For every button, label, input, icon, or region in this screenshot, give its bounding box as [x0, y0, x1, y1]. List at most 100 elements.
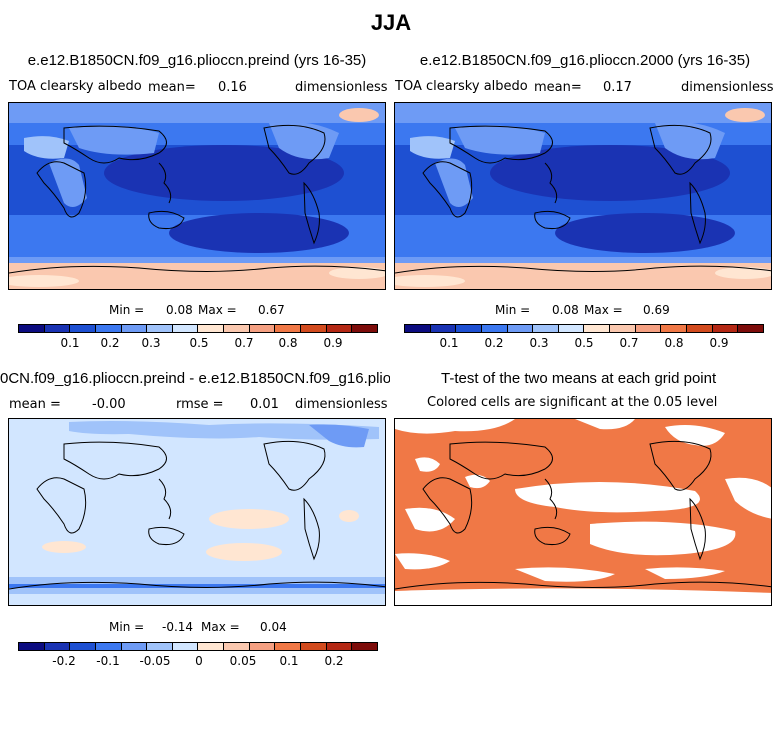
panel2-title: e.e12.B1850CN.f09_g16.plioccn.2000 (yrs …: [419, 52, 751, 69]
colorbar-swatch: [198, 325, 225, 332]
colorbar-swatch: [533, 325, 559, 332]
panel1-albedo-map: [8, 102, 386, 290]
panel1-tick: 0.5: [189, 336, 209, 350]
colorbar-swatch: [738, 325, 763, 332]
panel2-mean-value: 0.17: [603, 80, 632, 95]
panel1-mean-value: 0.16: [218, 80, 247, 95]
colorbar-swatch: [224, 325, 250, 332]
colorbar-swatch: [121, 643, 148, 650]
panel3-min-label: Min =: [109, 620, 145, 634]
panel3-min-value: -0.14: [162, 620, 194, 634]
panel2-min-label: Min =: [495, 303, 531, 317]
panel4-subtitle: Colored cells are significant at the 0.0…: [427, 395, 718, 410]
panel3-rmse-label: rmse =: [176, 397, 224, 412]
panel1-tick: 0.2: [100, 336, 120, 350]
colorbar-swatch: [635, 325, 662, 332]
panel2-tick: 0.8: [664, 336, 684, 350]
panel1-max-label: Max =: [198, 303, 237, 317]
colorbar-swatch: [275, 643, 302, 650]
panel2-min-value: 0.08: [552, 303, 579, 317]
colorbar-swatch: [147, 643, 173, 650]
colorbar-swatch: [70, 325, 96, 332]
panel1-tick: 0.7: [234, 336, 254, 350]
colorbar-swatch: [121, 325, 148, 332]
panel3-tick: -0.2: [52, 654, 76, 668]
colorbar-swatch: [687, 325, 713, 332]
colorbar-swatch: [224, 643, 250, 650]
colorbar-swatch: [44, 325, 71, 332]
panel2-variable: TOA clearsky albedo: [395, 79, 528, 94]
panel1-colorbar: [18, 324, 378, 333]
panel3-max-value: 0.04: [260, 620, 287, 634]
panel1-title: e.e12.B1850CN.f09_g16.plioccn.preind (yr…: [27, 52, 367, 69]
panel3-tick: 0.2: [324, 654, 344, 668]
colorbar-swatch: [249, 643, 276, 650]
panel1-units: dimensionless: [295, 80, 388, 95]
panel3-difference-map: [8, 418, 386, 606]
panel3-tick: 0.1: [279, 654, 299, 668]
panel3-units: dimensionless: [295, 397, 388, 412]
colorbar-swatch: [661, 325, 688, 332]
panel1-min-label: Min =: [109, 303, 145, 317]
panel2-tick: 0.5: [574, 336, 594, 350]
panel1-variable: TOA clearsky albedo: [9, 79, 142, 94]
colorbar-swatch: [326, 643, 353, 650]
panel3-rmse-value: 0.01: [250, 397, 279, 412]
colorbar-swatch: [352, 643, 377, 650]
colorbar-swatch: [430, 325, 457, 332]
panel1-tick: 0.8: [278, 336, 298, 350]
panel2-tick: 0.1: [439, 336, 459, 350]
panel2-colorbar: [404, 324, 764, 333]
panel2-tick: 0.9: [709, 336, 729, 350]
colorbar-swatch: [301, 643, 327, 650]
colorbar-swatch: [172, 643, 199, 650]
colorbar-swatch: [198, 643, 225, 650]
panel2-mean-label: mean=: [534, 80, 582, 95]
panel3-max-label: Max =: [201, 620, 240, 634]
panel2-max-label: Max =: [584, 303, 623, 317]
panel2-albedo-map: [394, 102, 772, 290]
panel4-title: T-test of the two means at each grid poi…: [441, 370, 717, 387]
panel1-tick: 0.1: [60, 336, 80, 350]
panel3-colorbar: [18, 642, 378, 651]
colorbar-swatch: [584, 325, 611, 332]
colorbar-swatch: [172, 325, 199, 332]
colorbar-swatch: [44, 643, 71, 650]
colorbar-swatch: [95, 325, 122, 332]
panel3-mean-label: mean =: [9, 397, 61, 412]
colorbar-swatch: [70, 643, 96, 650]
colorbar-swatch: [610, 325, 636, 332]
colorbar-swatch: [712, 325, 739, 332]
page-title: JJA: [370, 10, 412, 35]
panel1-tick: 0.9: [323, 336, 343, 350]
colorbar-swatch: [19, 643, 45, 650]
colorbar-swatch: [558, 325, 585, 332]
colorbar-swatch: [507, 325, 534, 332]
panel3-mean-value: -0.00: [92, 397, 126, 412]
colorbar-swatch: [275, 325, 302, 332]
colorbar-swatch: [95, 643, 122, 650]
panel2-max-value: 0.69: [643, 303, 670, 317]
colorbar-swatch: [19, 325, 45, 332]
panel1-tick: 0.3: [141, 336, 161, 350]
panel3-tick: 0.05: [229, 654, 257, 668]
colorbar-swatch: [456, 325, 482, 332]
panel3-title: 0CN.f09_g16.plioccn.preind - e.e12.B1850…: [0, 370, 390, 387]
panel3-tick: -0.1: [96, 654, 120, 668]
colorbar-swatch: [326, 325, 353, 332]
colorbar-swatch: [352, 325, 377, 332]
panel4-significance-map: [394, 418, 772, 606]
panel1-min-value: 0.08: [166, 303, 193, 317]
panel2-units: dimensionless: [681, 80, 774, 95]
panel1-max-value: 0.67: [258, 303, 285, 317]
panel3-tick: 0: [195, 654, 203, 668]
colorbar-swatch: [147, 325, 173, 332]
panel1-mean-label: mean=: [148, 80, 196, 95]
panel2-tick: 0.3: [529, 336, 549, 350]
panel2-tick: 0.7: [619, 336, 639, 350]
panel2-tick: 0.2: [484, 336, 504, 350]
colorbar-swatch: [301, 325, 327, 332]
colorbar-swatch: [405, 325, 431, 332]
panel3-tick: -0.05: [139, 654, 171, 668]
colorbar-swatch: [481, 325, 508, 332]
